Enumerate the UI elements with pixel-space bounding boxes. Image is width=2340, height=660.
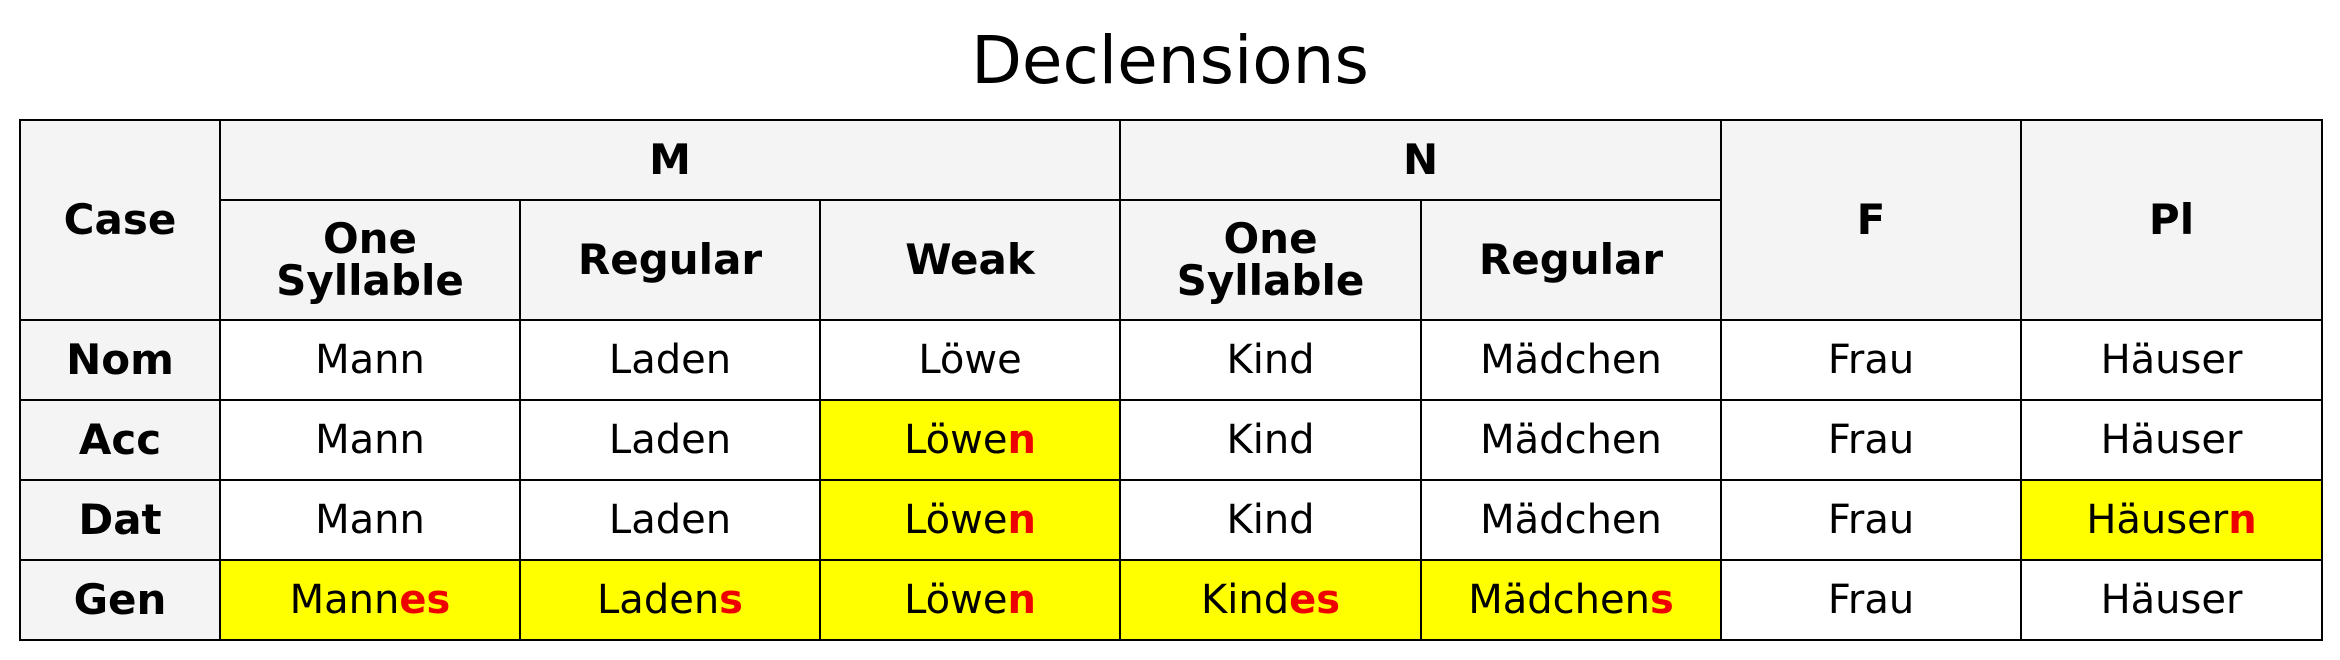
word-stem: Mädchen <box>1480 417 1662 463</box>
cell-m-one-syllable: Mann <box>219 319 521 401</box>
cell-f: Frau <box>1720 559 2023 641</box>
word-stem: Häuser <box>2100 577 2243 623</box>
word-stem: Häuser <box>2086 497 2229 543</box>
word-ending: es <box>1289 577 1341 623</box>
cell-n-one-syllable: Kind <box>1119 479 1423 561</box>
word-stem: Mädchen <box>1468 577 1650 623</box>
subheader-m-weak: Weak <box>818 199 1122 321</box>
cell-n-regular: Mädchen <box>1420 319 1723 401</box>
cell-m-regular: Laden <box>519 399 821 481</box>
cell-m-weak: Löwen <box>818 399 1122 481</box>
subheader-n-one-syllable: One Syllable <box>1119 199 1423 321</box>
cell-n-regular: Mädchen <box>1420 479 1723 561</box>
word-stem: Frau <box>1827 577 1915 623</box>
table-body: Nom Mann Laden Löwe Kind Mädchen Frau Häuser Acc… <box>19 319 2324 641</box>
word-stem: Mädchen <box>1480 337 1662 383</box>
table-row: Acc Mann Laden Löwen Kind Mädchen Frau Häuser <box>19 399 2324 481</box>
cell-m-one-syllable: Mann <box>219 479 521 561</box>
word-stem: Frau <box>1827 337 1915 383</box>
group-header-n: N <box>1119 119 1723 201</box>
word-stem: Löwe <box>918 337 1022 383</box>
word-ending: s <box>1649 577 1674 623</box>
cell-pl: Häuser <box>2020 319 2324 401</box>
word-stem: Laden <box>608 497 732 543</box>
word-stem: Löwe <box>904 577 1008 623</box>
cell-n-regular: Mädchens <box>1420 559 1723 641</box>
subheader-m-regular: Regular <box>519 199 821 321</box>
word-ending: n <box>1007 497 1036 543</box>
word-stem: Mann <box>315 417 425 463</box>
word-ending: n <box>1007 417 1036 463</box>
word-ending: n <box>1007 577 1036 623</box>
cell-m-one-syllable: Mannes <box>219 559 521 641</box>
word-stem: Mann <box>315 337 425 383</box>
word-stem: Frau <box>1827 417 1915 463</box>
word-stem: Löwe <box>904 417 1008 463</box>
word-stem: Häuser <box>2100 337 2243 383</box>
table-row: Gen Mannes Ladens Löwen Kindes Mädchens Frau Hä… <box>19 559 2324 641</box>
group-header-pl: Pl <box>2020 119 2324 321</box>
word-stem: Mann <box>315 497 425 543</box>
word-stem: Laden <box>597 577 720 623</box>
case-label: Dat <box>19 479 221 561</box>
case-label: Gen <box>19 559 221 641</box>
word-stem: Mann <box>289 577 400 623</box>
word-ending: s <box>719 577 743 623</box>
word-stem: Kind <box>1201 577 1290 623</box>
cell-m-weak: Löwe <box>818 319 1122 401</box>
word-stem: Häuser <box>2100 417 2243 463</box>
cell-m-regular: Laden <box>519 319 821 401</box>
word-stem: Löwe <box>904 497 1008 543</box>
cell-n-one-syllable: Kind <box>1119 399 1423 481</box>
group-header-f: F <box>1720 119 2023 321</box>
declension-table: Case M N F Pl One Syllable Regular Weak … <box>19 119 2324 641</box>
cell-m-regular: Laden <box>519 479 821 561</box>
word-stem: Kind <box>1226 497 1315 543</box>
subheader-m-one-syllable: One Syllable <box>219 199 521 321</box>
group-header-m: M <box>218 119 1122 201</box>
word-stem: Kind <box>1226 337 1315 383</box>
table-row: Nom Mann Laden Löwe Kind Mädchen Frau Häuser <box>19 319 2324 401</box>
cell-m-weak: Löwen <box>818 559 1122 641</box>
case-label: Acc <box>19 399 221 481</box>
table-row: Dat Mann Laden Löwen Kind Mädchen Frau Häusern <box>19 479 2324 561</box>
cell-f: Frau <box>1720 399 2023 481</box>
word-ending: n <box>2228 497 2257 543</box>
cell-n-one-syllable: Kindes <box>1119 559 1423 641</box>
word-stem: Kind <box>1226 417 1315 463</box>
cell-pl: Häuser <box>2020 559 2324 641</box>
cell-m-regular: Ladens <box>519 559 821 641</box>
cell-n-regular: Mädchen <box>1420 399 1723 481</box>
word-stem: Mädchen <box>1480 497 1662 543</box>
cell-m-weak: Löwen <box>818 479 1122 561</box>
word-ending: es <box>399 577 451 623</box>
cell-pl: Häuser <box>2020 399 2324 481</box>
word-stem: Laden <box>608 337 732 383</box>
case-header: Case <box>19 119 221 321</box>
cell-n-one-syllable: Kind <box>1119 319 1423 401</box>
cell-f: Frau <box>1720 479 2023 561</box>
cell-m-one-syllable: Mann <box>219 399 521 481</box>
word-stem: Frau <box>1827 497 1915 543</box>
subheader-n-regular: Regular <box>1420 199 1723 321</box>
word-stem: Laden <box>608 417 732 463</box>
cell-pl: Häusern <box>2020 479 2324 561</box>
page-title: Declensions <box>971 22 1369 99</box>
cell-f: Frau <box>1720 319 2023 401</box>
case-label: Nom <box>19 319 221 401</box>
